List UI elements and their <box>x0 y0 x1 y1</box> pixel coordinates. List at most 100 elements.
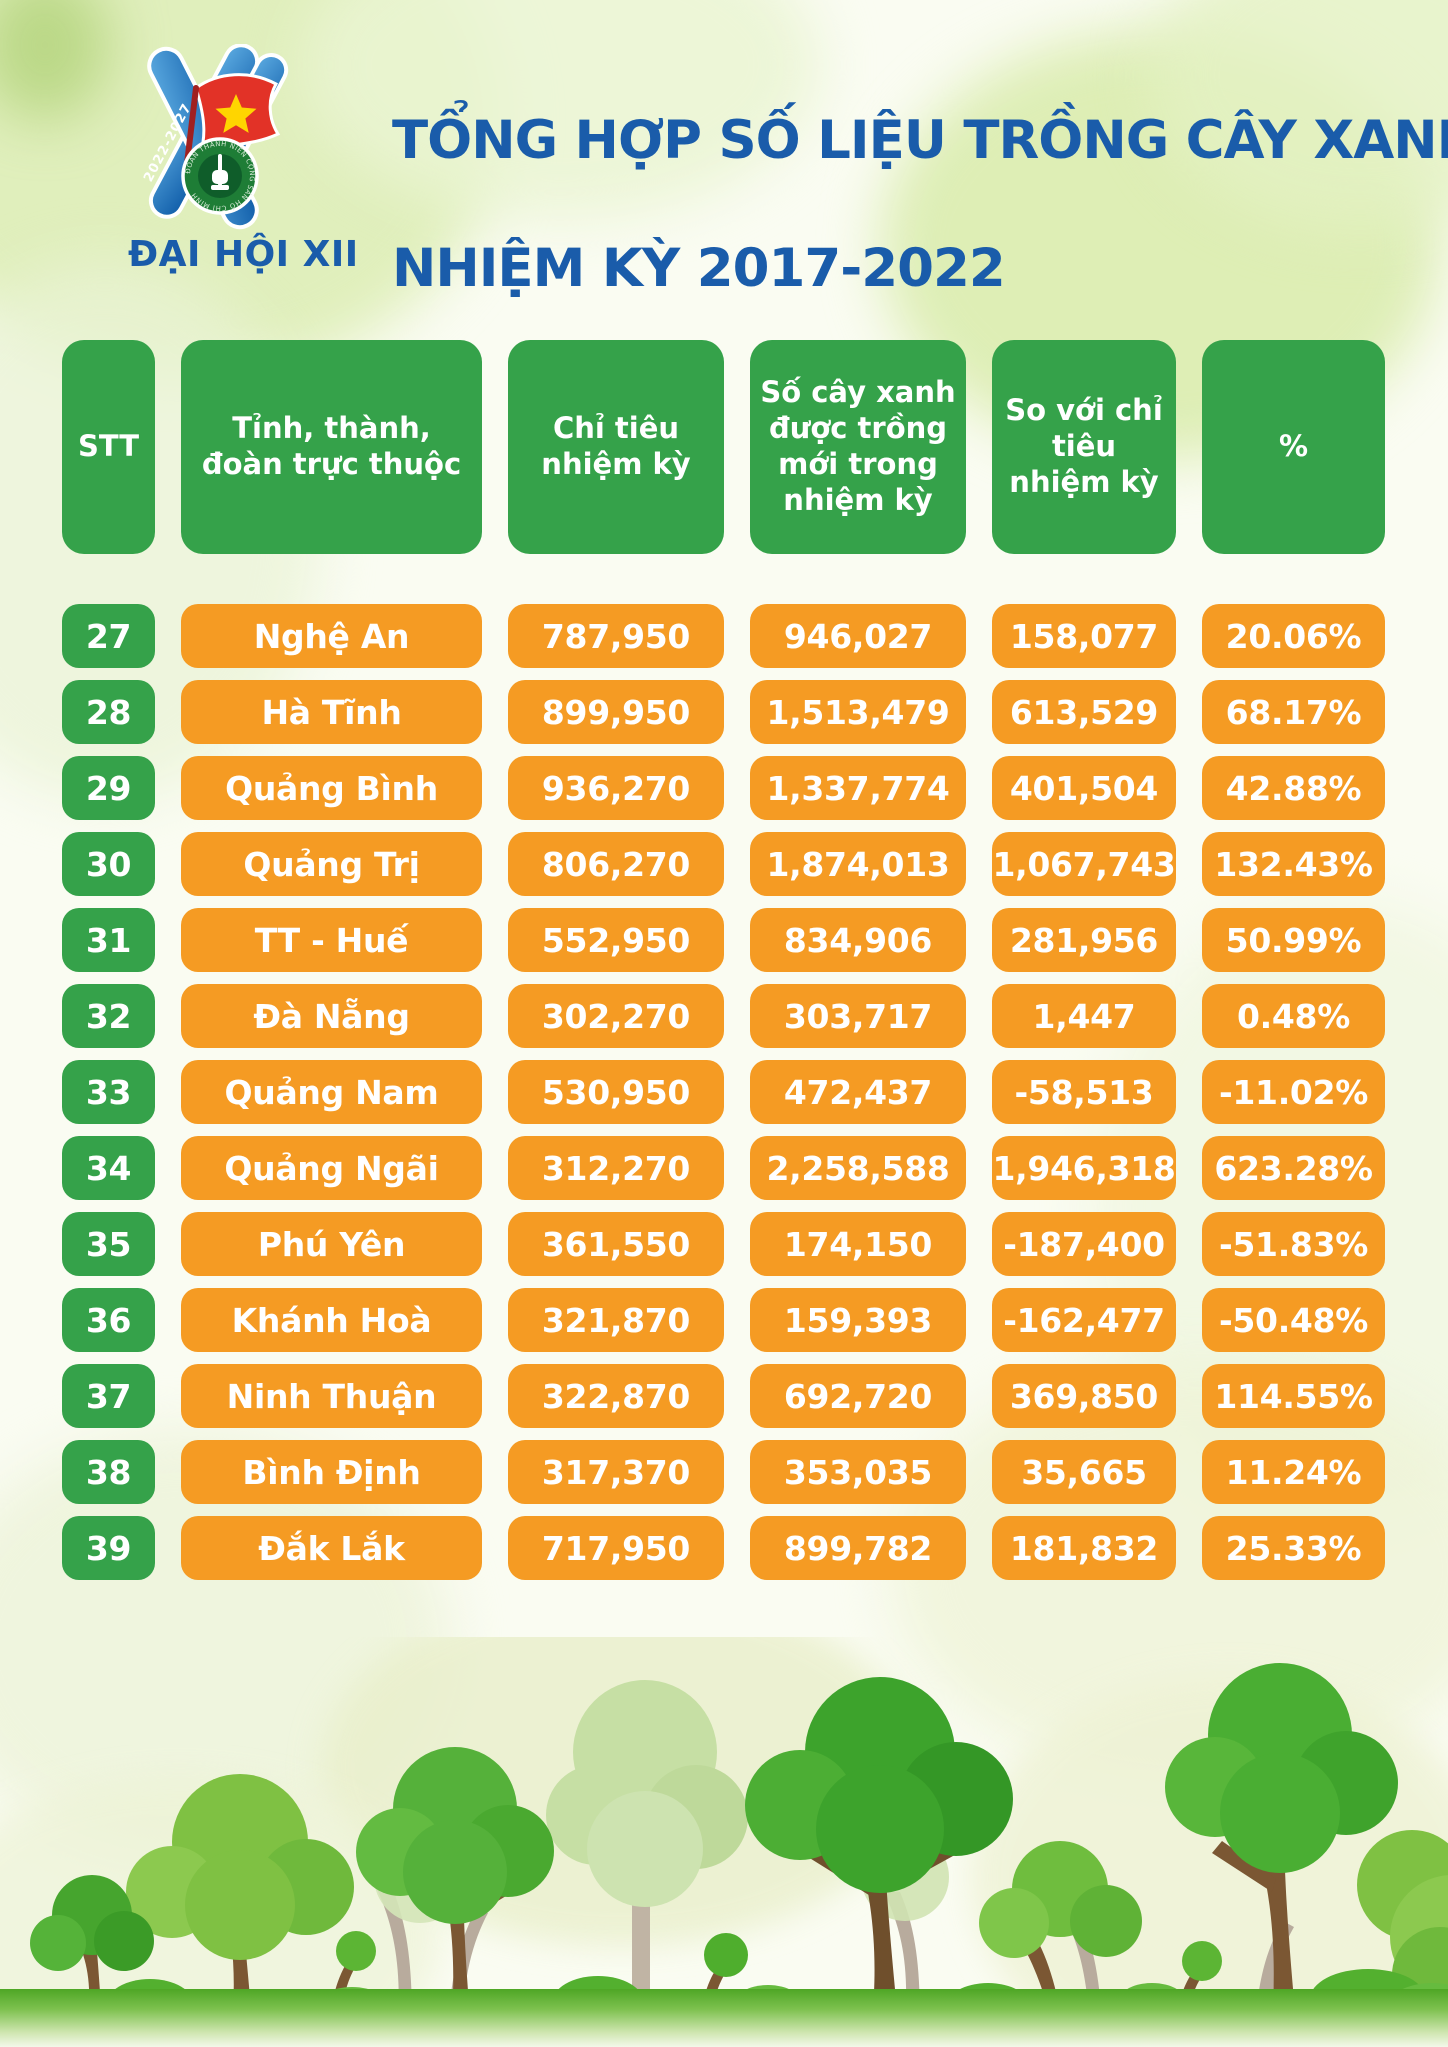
percent-cell: 20.06% <box>1202 604 1385 668</box>
percent-cell: 11.24% <box>1202 1440 1385 1504</box>
congress-logo-icon: 2022-2027 ĐOÀN THANH NIÊN CỘNG SẢN HỒ CH… <box>141 44 289 230</box>
stt-cell: 37 <box>62 1364 155 1428</box>
target-cell: 552,950 <box>508 908 724 972</box>
province-cell: Quảng Bình <box>181 756 482 820</box>
percent-cell: 623.28% <box>1202 1136 1385 1200</box>
percent-cell: -11.02% <box>1202 1060 1385 1124</box>
diff-cell: -162,477 <box>992 1288 1176 1352</box>
stt-cell: 33 <box>62 1060 155 1124</box>
province-cell: Đắk Lắk <box>181 1516 482 1580</box>
planted-cell: 159,393 <box>750 1288 966 1352</box>
tree <box>979 1841 1142 2023</box>
stt-cell: 27 <box>62 604 155 668</box>
column-header-diff: So với chỉ tiêu nhiệm kỳ <box>992 340 1176 554</box>
planted-cell: 692,720 <box>750 1364 966 1428</box>
forest-illustration <box>0 1637 1448 2047</box>
table-body: 27 Nghệ An 787,950 946,027 158,077 20.06… <box>62 604 1385 1580</box>
tree <box>126 1774 354 2022</box>
planted-cell: 946,027 <box>750 604 966 668</box>
percent-cell: -51.83% <box>1202 1212 1385 1276</box>
target-cell: 361,550 <box>508 1212 724 1276</box>
stt-cell: 39 <box>62 1516 155 1580</box>
stt-cell: 30 <box>62 832 155 896</box>
percent-cell: 114.55% <box>1202 1364 1385 1428</box>
target-cell: 717,950 <box>508 1516 724 1580</box>
background-tree <box>546 1680 748 2022</box>
stt-cell: 38 <box>62 1440 155 1504</box>
stt-cell: 29 <box>62 756 155 820</box>
page-title-line1: TỔNG HỢP SỐ LIỆU TRỒNG CÂY XANH <box>392 110 1448 171</box>
diff-cell: 369,850 <box>992 1364 1176 1428</box>
target-cell: 936,270 <box>508 756 724 820</box>
header-logo-block: 2022-2027 ĐOÀN THANH NIÊN CỘNG SẢN HỒ CH… <box>100 44 359 294</box>
target-cell: 322,870 <box>508 1364 724 1428</box>
tree <box>356 1747 554 2017</box>
province-cell: Quảng Trị <box>181 832 482 896</box>
tree <box>30 1875 154 2021</box>
diff-cell: 1,067,743 <box>992 832 1176 896</box>
planted-cell: 174,150 <box>750 1212 966 1276</box>
stt-cell: 31 <box>62 908 155 972</box>
percent-cell: 50.99% <box>1202 908 1385 972</box>
percent-cell: 25.33% <box>1202 1516 1385 1580</box>
page-title-line2: NHIỆM KỲ 2017-2022 <box>392 238 1006 299</box>
column-header-target: Chỉ tiêu nhiệm kỳ <box>508 340 724 554</box>
stt-cell: 34 <box>62 1136 155 1200</box>
diff-cell: 613,529 <box>992 680 1176 744</box>
tree <box>745 1677 1013 2021</box>
percent-cell: -50.48% <box>1202 1288 1385 1352</box>
target-cell: 321,870 <box>508 1288 724 1352</box>
column-header-planted: Số cây xanh được trồng mới trong nhiệm k… <box>750 340 966 554</box>
percent-cell: 42.88% <box>1202 756 1385 820</box>
diff-cell: 1,447 <box>992 984 1176 1048</box>
planted-cell: 1,513,479 <box>750 680 966 744</box>
province-cell: Hà Tĩnh <box>181 680 482 744</box>
target-cell: 317,370 <box>508 1440 724 1504</box>
target-cell: 899,950 <box>508 680 724 744</box>
province-cell: Quảng Ngãi <box>181 1136 482 1200</box>
stt-cell: 35 <box>62 1212 155 1276</box>
target-cell: 787,950 <box>508 604 724 668</box>
diff-cell: -187,400 <box>992 1212 1176 1276</box>
province-cell: Khánh Hoà <box>181 1288 482 1352</box>
congress-title: ĐẠI HỘI XII <box>128 234 359 275</box>
diff-cell: 35,665 <box>992 1440 1176 1504</box>
diff-cell: 158,077 <box>992 604 1176 668</box>
planted-cell: 834,906 <box>750 908 966 972</box>
province-cell: TT - Huế <box>181 908 482 972</box>
percent-cell: 0.48% <box>1202 984 1385 1048</box>
target-cell: 530,950 <box>508 1060 724 1124</box>
tree <box>1165 1663 1398 2022</box>
diff-cell: 401,504 <box>992 756 1176 820</box>
target-cell: 312,270 <box>508 1136 724 1200</box>
province-cell: Đà Nẵng <box>181 984 482 1048</box>
planted-cell: 303,717 <box>750 984 966 1048</box>
stt-cell: 36 <box>62 1288 155 1352</box>
province-cell: Phú Yên <box>181 1212 482 1276</box>
planted-cell: 353,035 <box>750 1440 966 1504</box>
planted-cell: 899,782 <box>750 1516 966 1580</box>
planted-cell: 2,258,588 <box>750 1136 966 1200</box>
column-header-stt: STT <box>62 340 155 554</box>
column-header-province: Tỉnh, thành, đoàn trực thuộc <box>181 340 482 554</box>
column-header-percent: % <box>1202 340 1385 554</box>
province-cell: Quảng Nam <box>181 1060 482 1124</box>
province-cell: Nghệ An <box>181 604 482 668</box>
diff-cell: 181,832 <box>992 1516 1176 1580</box>
planted-cell: 1,337,774 <box>750 756 966 820</box>
target-cell: 302,270 <box>508 984 724 1048</box>
stt-cell: 28 <box>62 680 155 744</box>
percent-cell: 68.17% <box>1202 680 1385 744</box>
diff-cell: 1,946,318 <box>992 1136 1176 1200</box>
province-cell: Ninh Thuận <box>181 1364 482 1428</box>
planted-cell: 1,874,013 <box>750 832 966 896</box>
diff-cell: 281,956 <box>992 908 1176 972</box>
table-header-row: STT Tỉnh, thành, đoàn trực thuộc Chỉ tiê… <box>62 340 1385 554</box>
percent-cell: 132.43% <box>1202 832 1385 896</box>
province-cell: Bình Định <box>181 1440 482 1504</box>
diff-cell: -58,513 <box>992 1060 1176 1124</box>
stt-cell: 32 <box>62 984 155 1048</box>
planted-cell: 472,437 <box>750 1060 966 1124</box>
target-cell: 806,270 <box>508 832 724 896</box>
